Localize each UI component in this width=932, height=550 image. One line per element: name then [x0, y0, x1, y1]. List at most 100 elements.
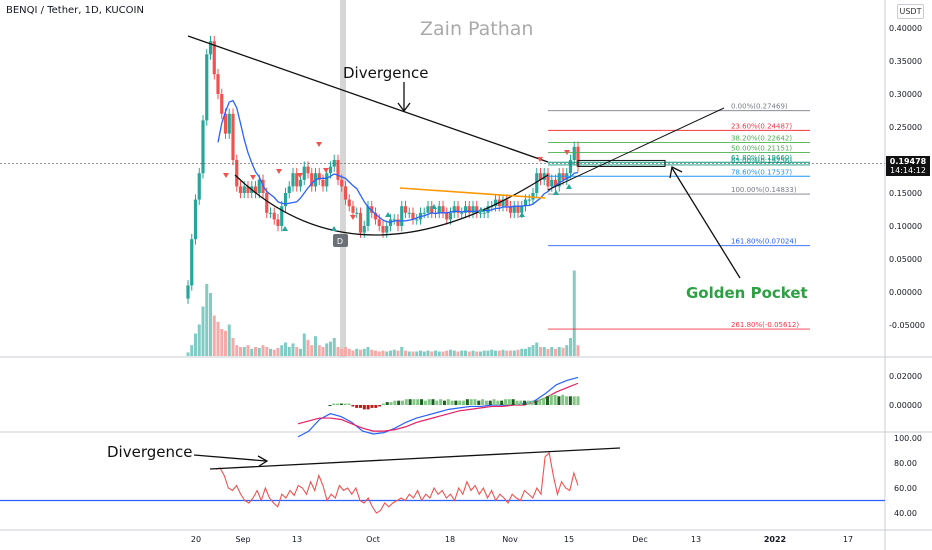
candle-body	[253, 186, 258, 193]
rsi-line	[215, 451, 579, 514]
fib-zone-box	[577, 159, 666, 167]
macd-histogram-bar	[435, 400, 439, 405]
candle-body	[231, 113, 235, 160]
volume-bar	[452, 350, 456, 356]
fib-level-label: 61.80%(0.19660)	[731, 154, 792, 162]
candle-body	[216, 74, 220, 94]
macd-histogram-bar	[404, 399, 408, 405]
volume-bar	[392, 349, 396, 356]
candle-body	[403, 206, 408, 213]
candle-body	[283, 193, 288, 207]
rsi-divergence-arrow	[193, 454, 267, 462]
golden-pocket-arrowhead	[669, 166, 683, 179]
volume-bar	[479, 351, 482, 356]
volume-bar	[422, 351, 426, 356]
macd-histogram-bar	[397, 400, 401, 405]
macd-histogram-bar	[351, 405, 355, 407]
volume-bar	[396, 350, 400, 356]
macd-histogram-bar	[366, 405, 370, 410]
candle-body	[381, 226, 385, 233]
candle-body	[287, 186, 291, 193]
volume-bar	[216, 321, 220, 356]
volume-bar	[449, 349, 452, 356]
candle-body	[205, 54, 209, 121]
orange-trendline	[399, 187, 546, 199]
macd-histogram-bar	[385, 402, 389, 405]
candle-body	[325, 173, 329, 187]
volume-bar	[366, 347, 370, 356]
volume-bar	[370, 349, 374, 356]
volume-bar	[400, 347, 404, 356]
volume-bar	[295, 347, 299, 356]
currency-badge[interactable]: USDT	[897, 4, 924, 19]
candle-body	[317, 173, 321, 180]
macd-histogram-bar	[339, 403, 343, 405]
time-tick-label: Nov	[502, 535, 518, 544]
volume-bar	[546, 348, 550, 356]
buy-signal-marker	[385, 212, 391, 217]
macd-histogram-bar	[553, 394, 557, 405]
macd-histogram-bar	[530, 400, 534, 405]
candle-body	[542, 173, 546, 180]
volume-bar	[272, 349, 276, 356]
macd-histogram-bar	[473, 399, 477, 405]
volume-bar	[505, 350, 509, 356]
candle-body	[576, 146, 580, 167]
candle-body	[246, 186, 250, 193]
volume-bar	[404, 350, 407, 356]
candle-body	[201, 120, 205, 174]
candle-body	[197, 173, 201, 200]
candle-body	[235, 160, 239, 187]
volume-bar	[190, 345, 194, 356]
macd-histogram-bar	[484, 400, 488, 405]
candle-body	[385, 226, 389, 233]
candle-body	[452, 206, 456, 213]
candle-body	[396, 219, 400, 226]
volume-bar	[554, 348, 557, 356]
volume-bar	[456, 351, 460, 356]
time-tick-label: 13	[292, 535, 302, 544]
price-tick-label: 0.40000	[889, 24, 922, 33]
macd-histogram-bar	[515, 400, 519, 405]
candle-body	[448, 212, 453, 220]
candle-body	[568, 160, 573, 174]
candle-body	[186, 285, 190, 299]
volume-bar	[205, 284, 209, 356]
macd-histogram-bar	[370, 405, 374, 408]
candle-body	[340, 179, 344, 187]
volume-bar	[287, 347, 291, 356]
candle-body	[351, 206, 355, 213]
volume-bar	[389, 350, 392, 356]
fib-level-label: 0.00%(0.27469)	[731, 103, 788, 111]
candle-body	[332, 160, 336, 167]
volume-bar	[565, 345, 569, 356]
candle-countdown: 14:14:12	[890, 166, 926, 175]
candle-body	[280, 206, 284, 226]
candle-body	[238, 186, 243, 193]
candle-body	[572, 146, 576, 160]
buy-signal-marker	[519, 212, 525, 217]
time-tick-label: 13	[691, 535, 701, 544]
rsi-tick-label: 80.00	[894, 459, 917, 468]
volume-bar	[527, 347, 531, 356]
macd-histogram-bar	[557, 396, 561, 405]
rsi-tick-label: 40.00	[894, 509, 917, 518]
sell-signal-marker	[537, 157, 543, 162]
macd-histogram-bar	[504, 399, 508, 405]
volume-bar	[381, 350, 385, 356]
candle-body	[306, 166, 310, 174]
dividend-badge[interactable]	[333, 234, 348, 247]
macd-histogram-bar	[389, 402, 393, 405]
volume-bar	[321, 347, 325, 356]
sell-signal-marker	[316, 142, 322, 147]
volume-bar	[509, 350, 512, 356]
volume-bar	[501, 349, 505, 356]
volume-bar	[512, 350, 516, 356]
volume-bar	[359, 349, 362, 356]
sell-signal-marker	[297, 173, 303, 178]
macd-histogram-bar	[465, 399, 469, 405]
buy-signal-marker	[331, 226, 337, 231]
volume-bar	[302, 333, 306, 356]
candle-body	[430, 206, 434, 213]
